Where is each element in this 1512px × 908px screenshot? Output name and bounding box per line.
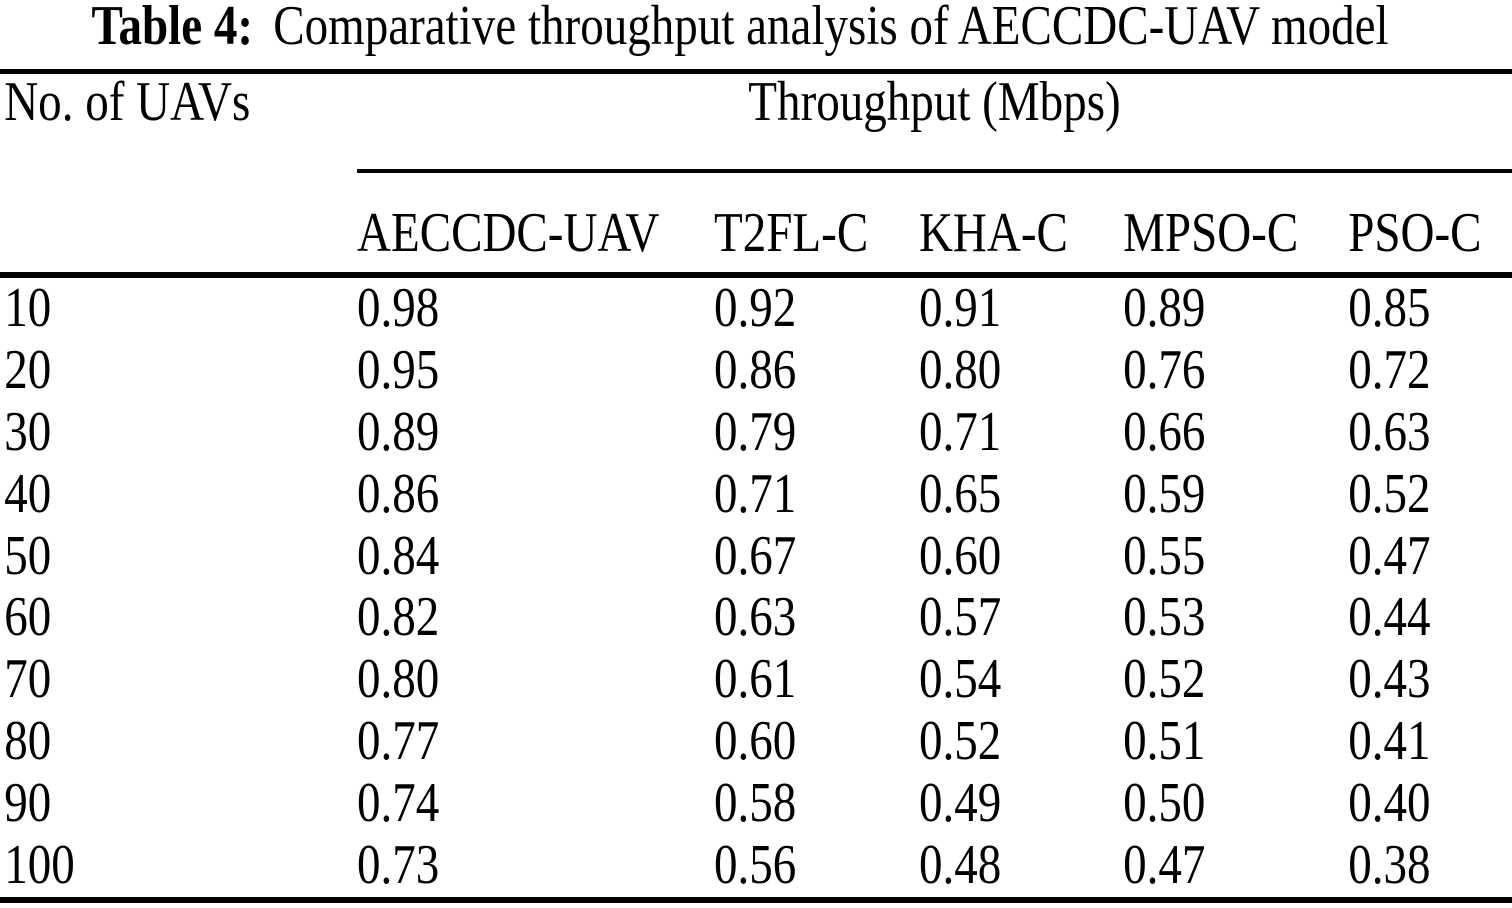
uav-count-cell: 50 — [4, 524, 52, 587]
uav-count-cell: 20 — [4, 338, 52, 401]
value-cell: 0.63 — [1348, 400, 1431, 463]
uav-count-cell: 80 — [4, 710, 52, 773]
value-cell: 0.91 — [918, 277, 1002, 339]
value-cell: 0.76 — [1123, 338, 1206, 401]
value-cell: 0.60 — [918, 524, 1002, 587]
uav-count-cell: 30 — [4, 400, 52, 463]
value-cell: 0.58 — [714, 772, 797, 835]
column-header-kha-c: KHA-C — [918, 202, 1068, 264]
table-body: 10 0.98 0.92 0.91 0.89 0.85 20 0.95 0.86… — [0, 277, 1512, 897]
uav-count-cell: 100 — [4, 834, 75, 897]
row-header-label: No. of UAVs — [4, 71, 251, 133]
value-cell: 0.56 — [714, 834, 797, 897]
value-cell: 0.49 — [918, 772, 1002, 835]
value-cell: 0.71 — [714, 462, 797, 525]
table-row: 80 0.77 0.60 0.52 0.51 0.41 — [0, 710, 1512, 773]
value-cell: 0.82 — [357, 586, 440, 649]
uav-count-cell: 70 — [4, 648, 52, 711]
column-header-t2fl-c: T2FL-C — [714, 202, 869, 264]
table-row: 30 0.89 0.79 0.71 0.66 0.63 — [0, 400, 1512, 464]
value-cell: 0.51 — [1123, 710, 1206, 773]
value-cell: 0.52 — [918, 710, 1002, 773]
table-header-row-1: No. of UAVs Throughput (Mbps) — [0, 74, 1512, 169]
value-cell: 0.67 — [714, 524, 797, 587]
value-cell: 0.63 — [714, 586, 797, 649]
table-bottom-rule — [0, 896, 1512, 903]
column-header-pso-c: PSO-C — [1348, 202, 1482, 264]
value-cell: 0.52 — [1123, 648, 1206, 711]
uav-count-cell: 40 — [4, 462, 52, 525]
table-row: 20 0.95 0.86 0.80 0.76 0.72 — [0, 338, 1512, 402]
value-cell: 0.79 — [714, 400, 797, 463]
table-row: 70 0.80 0.61 0.54 0.52 0.43 — [0, 648, 1512, 711]
header-separator-rule — [0, 272, 1512, 278]
value-cell: 0.86 — [714, 338, 797, 401]
value-cell: 0.73 — [357, 834, 440, 897]
value-cell: 0.89 — [357, 400, 440, 463]
column-header-mpso-c: MPSO-C — [1123, 202, 1299, 264]
uav-count-cell: 90 — [4, 772, 52, 835]
value-cell: 0.92 — [714, 277, 797, 339]
table-header-row-2: AECCDC-UAV T2FL-C KHA-C MPSO-C PSO-C — [0, 173, 1512, 272]
value-cell: 0.57 — [918, 586, 1002, 649]
value-cell: 0.98 — [357, 277, 440, 339]
value-cell: 0.86 — [357, 462, 440, 525]
value-cell: 0.85 — [1348, 277, 1431, 339]
value-cell: 0.89 — [1123, 277, 1206, 339]
empty-header-cell — [0, 261, 357, 272]
throughput-span-rule — [357, 169, 1512, 173]
value-cell: 0.77 — [357, 710, 440, 773]
value-cell: 0.47 — [1348, 524, 1431, 587]
table-row: 100 0.73 0.56 0.48 0.47 0.38 — [0, 834, 1512, 897]
value-cell: 0.60 — [714, 710, 797, 773]
value-cell: 0.54 — [918, 648, 1002, 711]
value-cell: 0.65 — [918, 462, 1002, 525]
table-caption: Table 4: Comparative throughput analysis … — [0, 0, 1496, 69]
value-cell: 0.74 — [357, 772, 440, 835]
value-cell: 0.72 — [1348, 338, 1431, 401]
value-cell: 0.41 — [1348, 710, 1431, 773]
value-cell: 0.53 — [1123, 586, 1206, 649]
uav-count-cell: 10 — [4, 277, 52, 339]
value-cell: 0.84 — [357, 524, 440, 587]
table-row: 40 0.86 0.71 0.65 0.59 0.52 — [0, 462, 1512, 526]
value-cell: 0.80 — [918, 338, 1002, 401]
value-cell: 0.52 — [1348, 462, 1431, 525]
table-row: 60 0.82 0.63 0.57 0.53 0.44 — [0, 587, 1512, 649]
value-cell: 0.61 — [714, 648, 797, 711]
value-cell: 0.80 — [357, 648, 440, 711]
value-cell: 0.38 — [1348, 834, 1431, 897]
uav-count-cell: 60 — [4, 586, 52, 649]
value-cell: 0.43 — [1348, 648, 1431, 711]
table-caption-text: Comparative throughput analysis of AECCD… — [273, 0, 1389, 57]
value-cell: 0.50 — [1123, 772, 1206, 835]
value-cell: 0.48 — [918, 834, 1002, 897]
value-cell: 0.66 — [1123, 400, 1206, 463]
value-cell: 0.59 — [1123, 462, 1206, 525]
value-cell: 0.95 — [357, 338, 440, 401]
value-cell: 0.55 — [1123, 524, 1206, 587]
value-cell: 0.71 — [918, 400, 1002, 463]
value-cell: 0.44 — [1348, 586, 1431, 649]
table-caption-label: Table 4: — [91, 0, 254, 57]
table-row: 50 0.84 0.67 0.60 0.55 0.47 — [0, 524, 1512, 588]
table-row: 90 0.74 0.58 0.49 0.50 0.40 — [0, 772, 1512, 835]
span-header-label: Throughput (Mbps) — [748, 71, 1121, 133]
table-row: 10 0.98 0.92 0.91 0.89 0.85 — [0, 277, 1512, 340]
value-cell: 0.47 — [1123, 834, 1206, 897]
value-cell: 0.40 — [1348, 772, 1431, 835]
table-top-rule — [0, 69, 1512, 74]
column-header-aeccdc-uav: AECCDC-UAV — [357, 202, 660, 264]
